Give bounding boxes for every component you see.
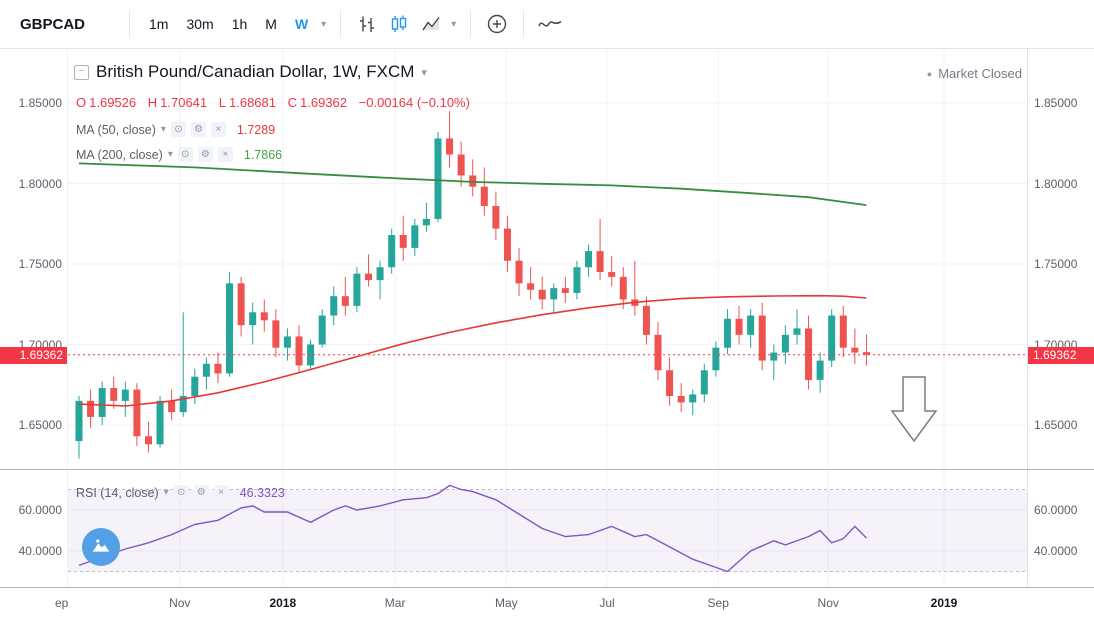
interval-button-1m[interactable]: 1m: [149, 16, 169, 32]
compare-add-icon[interactable]: [481, 7, 513, 41]
interval-button-1h[interactable]: 1h: [231, 16, 248, 32]
high-label: H: [147, 95, 158, 110]
interval-button-m[interactable]: M: [265, 16, 277, 32]
price-axis-label: 1.85000: [1034, 96, 1078, 110]
ohlc-readout: O 1.69526 H 1.70641 L 1.68681 C 1.69362 −0.0…: [76, 95, 470, 110]
candlestick-series: [75, 111, 870, 459]
interval-button-w[interactable]: W: [294, 16, 309, 32]
watermark-logo: [82, 528, 120, 566]
style-menu-chevron-icon[interactable]: ▾: [451, 18, 457, 30]
open-label: O: [76, 95, 87, 110]
indicator-label: RSI (14, close): [76, 485, 159, 500]
candles-style-icon[interactable]: [383, 7, 415, 41]
indicator-legend: RSI (14, close) ▾ ⊙ ⚙ × 46.3323: [76, 480, 285, 505]
indicators-icon[interactable]: [534, 7, 566, 41]
hide-indicator-button[interactable]: ⊙: [177, 147, 193, 162]
axis-separator: [0, 587, 1094, 588]
price-axis-label: 1.65000: [1034, 418, 1078, 432]
ma-indicator-legends: MA (50, close) ▾ ⊙ ⚙ × 1.7289 MA (200, close) ▾…: [76, 117, 282, 167]
indicator-legend: MA (200, close) ▾ ⊙ ⚙ × 1.7866: [76, 142, 282, 167]
indicator-label: MA (50, close): [76, 122, 156, 137]
symbol-name[interactable]: GBPCAD: [20, 15, 86, 33]
time-axis-label: Mar: [384, 596, 406, 610]
toolbar-separator: [129, 11, 131, 37]
open-value: 1.69526: [89, 95, 137, 110]
indicator-value: 1.7289: [236, 122, 276, 137]
indicator-value: 46.3323: [239, 485, 285, 500]
price-axis-label: 60.0000: [18, 503, 62, 517]
toolbar-separator: [470, 11, 472, 37]
bar-style-icon[interactable]: [351, 7, 383, 41]
time-axis-label: 2019: [930, 596, 958, 610]
hide-indicator-button[interactable]: ⊙: [173, 485, 189, 500]
legend-toggle-icon[interactable]: −: [74, 64, 89, 80]
page-title[interactable]: British Pound/Canadian Dollar, 1W, FXCM: [96, 62, 415, 81]
interval-group: 1m 30m 1h M W: [140, 16, 317, 32]
time-axis-label: Nov: [817, 596, 839, 610]
price-axis-label: 60.0000: [1034, 503, 1078, 517]
time-axis-label: Jul: [599, 596, 615, 610]
low-value: 1.68681: [229, 95, 276, 110]
close-value: 1.69362: [300, 95, 348, 110]
toolbar-separator: [523, 11, 525, 37]
left-price-axis[interactable]: 1.85000 1.80000 1.75000 1.70000 1.65000 60.00…: [0, 49, 67, 587]
low-label: L: [218, 95, 226, 110]
interval-menu-chevron-icon[interactable]: ▾: [321, 18, 327, 30]
right-price-axis[interactable]: 1.85000 1.80000 1.75000 1.70000 1.65000 60.00…: [1028, 49, 1094, 587]
chart-legend-header: − British Pound/Canadian Dollar, 1W, FXC…: [74, 62, 427, 82]
time-axis-label: ep: [54, 596, 69, 610]
current-price-tag: 1.69362: [1028, 347, 1094, 364]
indicator-settings-button[interactable]: ⚙: [190, 122, 206, 137]
price-axis-label: 1.80000: [1034, 176, 1078, 191]
pane-separator[interactable]: [0, 469, 1094, 470]
toolbar-separator: [340, 11, 342, 37]
price-axis-label: 1.75000: [18, 257, 62, 271]
chevron-down-icon[interactable]: ▾: [163, 487, 169, 498]
indicator-legend: MA (50, close) ▾ ⊙ ⚙ × 1.7289: [76, 117, 282, 142]
time-axis-label: May: [494, 596, 518, 610]
ma-50-line: [78, 294, 867, 407]
symbol-menu-chevron-icon[interactable]: ▾: [421, 66, 427, 79]
time-axis-label: Sep: [707, 596, 729, 610]
remove-indicator-button[interactable]: ×: [210, 122, 226, 137]
down-arrow-annotation[interactable]: [890, 376, 938, 443]
interval-button-30m[interactable]: 30m: [186, 16, 214, 32]
chevron-down-icon[interactable]: ▾: [167, 149, 173, 160]
ma-200-line: [78, 162, 867, 206]
rsi-indicator-legend: RSI (14, close) ▾ ⊙ ⚙ × 46.3323: [76, 480, 285, 505]
time-axis-label: Nov: [169, 596, 191, 610]
price-axis-label: 1.85000: [18, 96, 62, 110]
indicator-settings-button[interactable]: ⚙: [193, 485, 209, 500]
close-label: C: [287, 95, 298, 110]
area-style-icon[interactable]: [415, 7, 447, 41]
indicator-label: MA (200, close): [76, 147, 163, 162]
remove-indicator-button[interactable]: ×: [213, 485, 229, 500]
indicator-value: 1.7866: [243, 147, 283, 162]
rsi-line: [78, 484, 867, 573]
price-axis-label: 1.65000: [18, 418, 62, 432]
market-status: ● Market Closed: [927, 66, 1022, 81]
market-status-label: Market Closed: [938, 66, 1022, 81]
price-axis-label: 1.75000: [1034, 257, 1078, 271]
indicator-settings-button[interactable]: ⚙: [197, 147, 213, 162]
chevron-down-icon[interactable]: ▾: [160, 124, 166, 135]
hide-indicator-button[interactable]: ⊙: [170, 122, 186, 137]
high-value: 1.70641: [160, 95, 208, 110]
price-axis-label: 40.0000: [1034, 544, 1078, 558]
change-value: −0.00164 (−0.10%): [358, 95, 470, 110]
top-toolbar: GBPCAD 1m 30m 1h M W ▾ ▾: [0, 0, 1094, 49]
price-axis-label: 40.0000: [18, 544, 62, 558]
remove-indicator-button[interactable]: ×: [217, 147, 233, 162]
time-axis-label: 2018: [269, 596, 297, 610]
time-axis[interactable]: ep Nov 2018 Mar May Jul Sep Nov 2019: [0, 588, 1094, 628]
current-price-tag: 1.69362: [0, 347, 67, 364]
price-axis-label: 1.80000: [18, 176, 62, 191]
status-dot-icon: ●: [926, 68, 933, 79]
